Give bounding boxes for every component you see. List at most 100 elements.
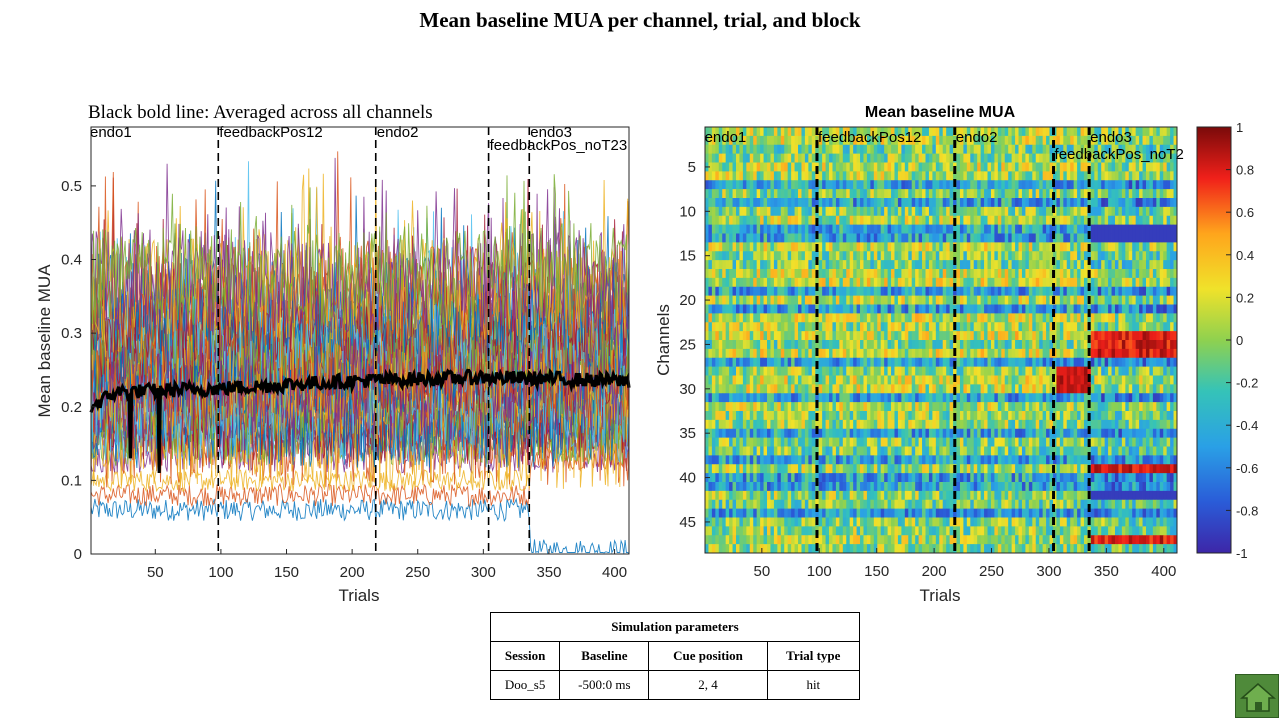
heatmap-cell	[746, 153, 751, 163]
heatmap-cell	[1142, 402, 1147, 412]
heatmap-cell	[1001, 242, 1006, 252]
heatmap-cell	[880, 127, 885, 137]
heatmap-cell	[956, 286, 961, 297]
heatmap-cell	[1018, 322, 1023, 332]
heatmap-cell	[932, 437, 937, 447]
heatmap-cell	[1166, 322, 1171, 332]
heatmap-cell	[763, 348, 768, 359]
heatmap-cell	[980, 198, 985, 208]
heatmap-cell	[956, 375, 961, 385]
heatmap-cell	[749, 189, 754, 199]
heatmap-cell	[1159, 366, 1164, 376]
heatmap-cell	[904, 428, 909, 439]
heatmap-cell	[773, 411, 778, 421]
heatmap-cell	[1111, 411, 1116, 421]
heatmap-cell	[1125, 206, 1130, 217]
heatmap-cell	[887, 322, 892, 332]
heatmap-cell	[825, 348, 830, 359]
heatmap-cell	[722, 286, 727, 297]
heatmap-cell	[973, 437, 978, 447]
heatmap-cell	[1156, 304, 1161, 314]
heatmap-cell	[739, 127, 744, 137]
heatmap-cell	[1021, 180, 1026, 190]
heatmap-cell	[1046, 295, 1050, 305]
heatmap-cell	[835, 189, 840, 199]
heatmap-cell	[1039, 224, 1044, 234]
heatmap-cell	[939, 242, 944, 252]
heatmap-cell	[1159, 384, 1164, 394]
heatmap-cell	[1083, 233, 1088, 243]
heatmap-cell	[946, 277, 951, 288]
heatmap-cell	[798, 251, 802, 261]
heatmap-cell	[1077, 331, 1081, 341]
heatmap-cell	[1049, 127, 1054, 137]
heatmap-cell	[1090, 375, 1095, 385]
heatmap-cell	[1101, 295, 1106, 305]
heatmap-cell	[1049, 331, 1054, 341]
heatmap-cell	[780, 295, 785, 305]
heatmap-cell	[753, 277, 758, 288]
heatmap-cell	[811, 127, 816, 137]
heatmap-cell	[787, 384, 792, 394]
heatmap-cell	[866, 313, 871, 323]
heatmap-cell	[818, 331, 823, 341]
heatmap-cell	[794, 242, 799, 252]
heatmap-cell	[1083, 269, 1088, 279]
heatmap-cell	[853, 224, 857, 234]
heatmap-cell	[915, 419, 920, 430]
heatmap-cell	[1073, 215, 1078, 226]
heatmap-cell	[777, 428, 782, 439]
heatmap-cell	[884, 357, 888, 368]
heatmap-cell	[987, 251, 992, 261]
heatmap-cell	[915, 393, 920, 403]
heatmap-cell	[1025, 331, 1030, 341]
heatmap-cell	[880, 384, 885, 394]
heatmap-cell	[739, 375, 744, 385]
heatmap-cell	[853, 260, 857, 270]
heatmap-cell	[846, 419, 851, 430]
heatmap-cell	[736, 286, 740, 297]
heatmap-cell	[1090, 144, 1095, 155]
heatmap-cell	[773, 295, 778, 305]
heatmap-cell	[1008, 402, 1013, 412]
heatmap-cell	[884, 144, 888, 155]
heatmap-cell	[749, 215, 754, 226]
heatmap-cell	[1046, 127, 1050, 137]
heatmap-cell	[1149, 260, 1154, 270]
heatmap-cell	[860, 322, 864, 332]
heatmap-cell	[990, 153, 995, 163]
heatmap-cell	[756, 180, 761, 190]
heatmap-cell	[994, 189, 999, 199]
heatmap-cell	[956, 331, 961, 341]
heatmap-cell	[756, 153, 761, 163]
heatmap-cell	[784, 251, 789, 261]
heatmap-cell	[853, 322, 857, 332]
heatmap-cell	[908, 162, 913, 172]
heatmap-cell	[860, 171, 864, 181]
heatmap-cell	[973, 153, 978, 163]
heatmap-cell	[880, 135, 885, 146]
heatmap-cell	[722, 437, 727, 447]
heatmap-cell	[825, 198, 830, 208]
heatmap-cell	[994, 269, 999, 279]
heatmap-cell	[1011, 233, 1016, 243]
heatmap-cell	[1114, 428, 1119, 439]
heatmap-cell	[956, 127, 961, 137]
heatmap-cell	[808, 144, 813, 155]
heatmap-cell	[711, 144, 716, 155]
heatmap-cell	[1142, 411, 1147, 421]
heatmap-cell	[1101, 224, 1106, 234]
heatmap-cell	[1104, 393, 1109, 403]
heatmap-cell	[870, 393, 875, 403]
heatmap-cell	[1145, 313, 1150, 323]
heatmap-cell	[932, 304, 937, 314]
heatmap-cell	[767, 251, 771, 261]
heatmap-cell	[1145, 295, 1150, 305]
heatmap-cell	[829, 260, 833, 270]
heatmap-cell	[1145, 198, 1150, 208]
heatmap-cell	[808, 233, 813, 243]
heatmap-cell	[1170, 277, 1174, 288]
heatmap-cell	[818, 260, 823, 270]
heatmap-cell	[846, 233, 851, 243]
heatmap-cell	[973, 269, 978, 279]
